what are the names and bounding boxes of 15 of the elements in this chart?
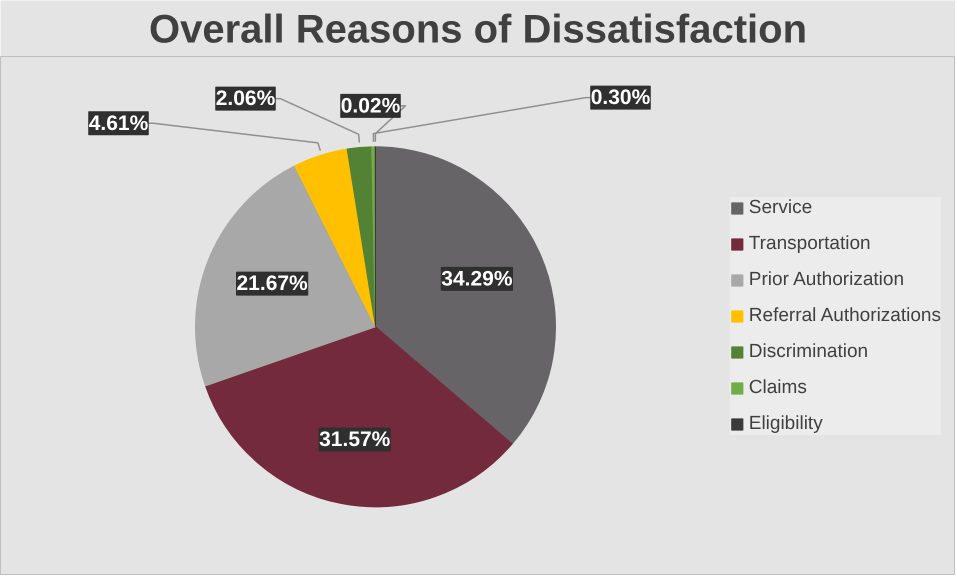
data-label: 0.30%: [590, 86, 651, 110]
legend-label: Eligibility: [748, 412, 823, 434]
legend-label: Discrimination: [748, 340, 868, 362]
data-label: 2.06%: [216, 87, 276, 110]
legend-label: Prior Authorization: [748, 268, 904, 290]
legend-label: Transportation: [748, 232, 871, 254]
legend-label: Service: [748, 196, 812, 218]
data-label: 0.02%: [340, 94, 401, 118]
data-label: 21.67%: [236, 272, 308, 296]
data-label: 31.57%: [319, 428, 391, 451]
data-label: 34.29%: [441, 267, 513, 290]
data-label: 4.61%: [88, 112, 149, 135]
legend-label: Referral Authorizations: [748, 304, 941, 326]
chart-title: Overall Reasons of Dissatisfaction: [148, 8, 808, 52]
legend-label: Claims: [748, 376, 807, 398]
